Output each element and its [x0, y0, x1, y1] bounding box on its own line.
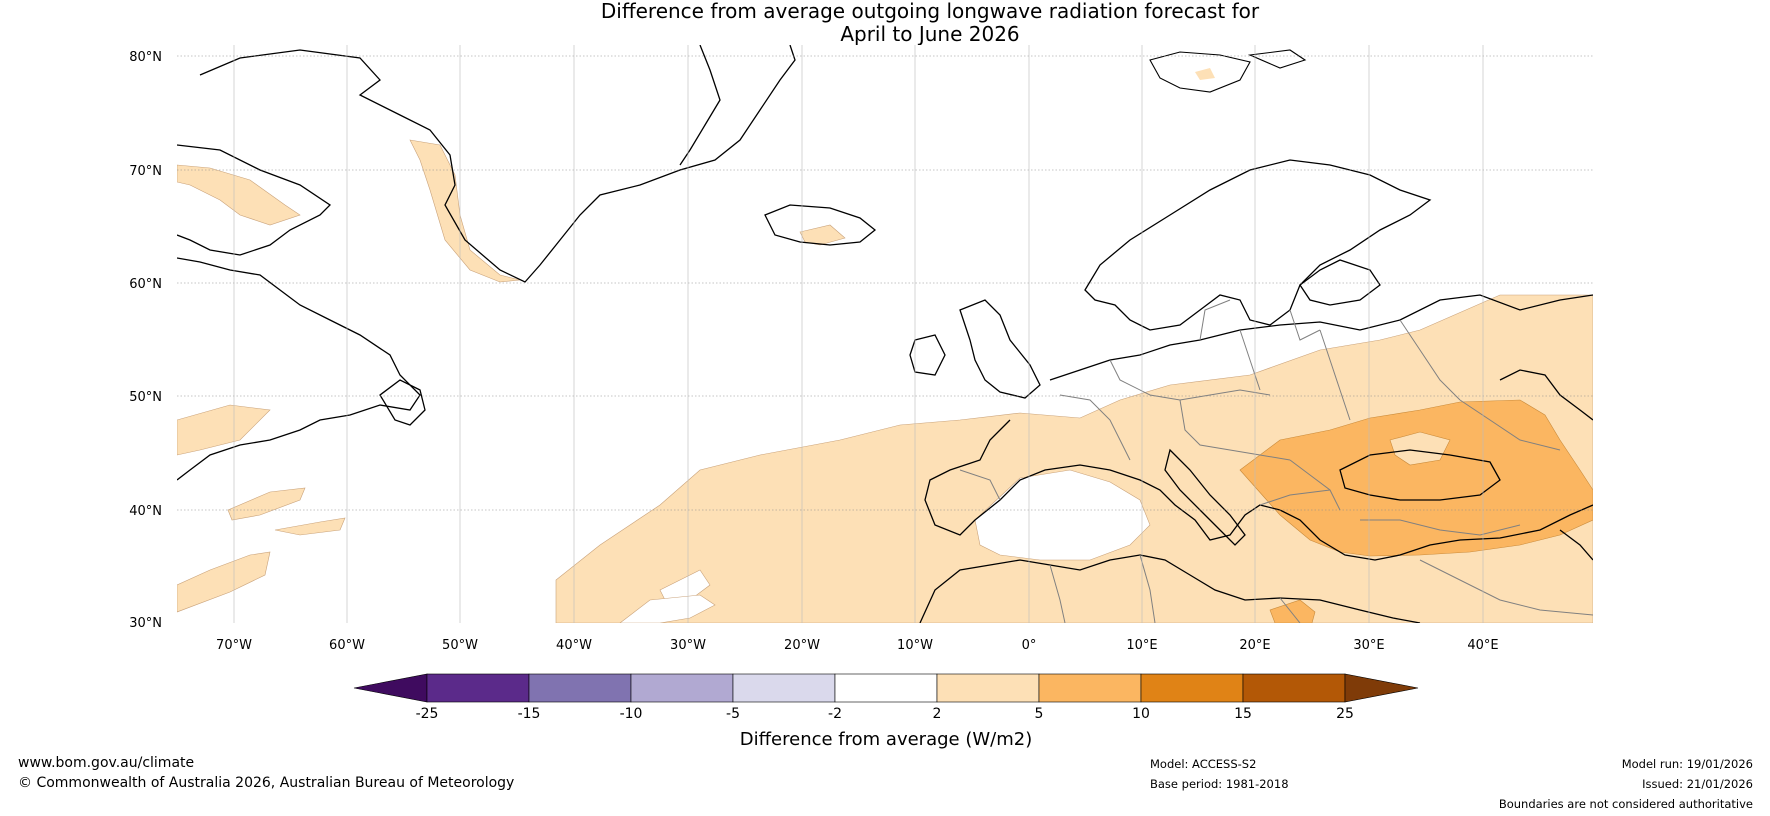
- svalbard-anomaly: [1195, 68, 1215, 80]
- north-africa-coastline: [919, 554, 1421, 623]
- mediterranean-neutral: [974, 469, 1151, 561]
- labrador-coastline: [177, 257, 421, 481]
- colorbar-cell: [1038, 673, 1142, 703]
- chart-title: Difference from average outgoing longwav…: [430, 0, 1430, 46]
- anomaly-region-5-10: [1239, 399, 1593, 557]
- colorbar-tick-10: 10: [1132, 706, 1150, 722]
- title-line-2: April to June 2026: [840, 22, 1020, 46]
- colorbar-tick-25: 25: [1336, 706, 1354, 722]
- lon-label-30w: 30°W: [670, 638, 706, 653]
- iceland-anomaly: [800, 228, 838, 243]
- lon-label-40w: 40°W: [556, 638, 592, 653]
- scandinavia-coastline: [1084, 159, 1432, 331]
- lon-label-20w: 20°W: [784, 638, 820, 653]
- greenland-coastline: [199, 45, 796, 283]
- coastlines: [177, 45, 1593, 623]
- gridlines: [177, 45, 1593, 623]
- lon-label-40e: 40°E: [1467, 638, 1498, 653]
- latitude-labels: 80°N 70°N 60°N 50°N 40°N 30°N: [129, 50, 162, 631]
- black-sea-coastline: [1339, 449, 1501, 501]
- lon-label-50w: 50°W: [442, 638, 478, 653]
- baffin-coastline: [177, 144, 332, 256]
- lat-label-30n: 30°N: [129, 616, 162, 631]
- footer-disclaimer: Boundaries are not considered authoritat…: [1498, 797, 1753, 811]
- colorbar-tick-neg15: -15: [518, 706, 541, 722]
- colorbar-tick-neg10: -10: [620, 706, 643, 722]
- atlantic-neutral-2: [619, 594, 716, 623]
- anomaly-region-5-10-small: [1269, 599, 1316, 623]
- country-borders: [959, 299, 1593, 623]
- lon-label-30e: 30°E: [1353, 638, 1384, 653]
- footer-copyright: © Commonwealth of Australia 2026, Austra…: [18, 775, 515, 791]
- anomaly-region-baffin: [177, 164, 301, 226]
- colorbar-tick-15: 15: [1234, 706, 1252, 722]
- lon-label-70w: 70°W: [216, 638, 252, 653]
- colorbar-extend-low: [353, 673, 428, 703]
- colorbar-label: Difference from average (W/m2): [740, 729, 1032, 750]
- colorbar-tick-2: 2: [933, 706, 942, 722]
- finland-coastline: [1299, 259, 1381, 306]
- svalbard-coastline: [1149, 49, 1307, 93]
- footer-issued: Issued: 21/01/2026: [1642, 777, 1753, 791]
- footer-website[interactable]: www.bom.gov.au/climate: [18, 755, 195, 771]
- title-line-1: Difference from average outgoing longwav…: [600, 0, 1260, 23]
- black-sea-neutral: [1389, 431, 1451, 466]
- anomaly-region-west-atlantic: [177, 551, 271, 613]
- colorbar-cell: [528, 673, 632, 703]
- lat-label-50n: 50°N: [129, 390, 162, 405]
- iceland-coastline: [764, 204, 877, 246]
- lon-label-10e: 10°E: [1126, 638, 1157, 653]
- lat-label-40n: 40°N: [129, 504, 162, 519]
- longitude-labels: 70°W 60°W 50°W 40°W 30°W 20°W 10°W 0° 10…: [216, 638, 1499, 653]
- anomaly-region-nova-scotia: [177, 404, 271, 456]
- lon-label-10w: 10°W: [897, 638, 933, 653]
- colorbar-tick-neg5: -5: [726, 706, 740, 722]
- footer-model-run: Model run: 19/01/2026: [1621, 757, 1753, 771]
- lon-label-0: 0°: [1022, 638, 1037, 653]
- colorbar-cell: [1140, 673, 1244, 703]
- anomaly-region-small-2: [274, 517, 346, 536]
- anomaly-region-small-1: [227, 487, 306, 521]
- lat-label-80n: 80°N: [129, 50, 162, 65]
- lat-label-60n: 60°N: [129, 277, 162, 292]
- colorbar-cell: [1242, 673, 1346, 703]
- colorbar-cell: [426, 673, 530, 703]
- colorbar-tick-5: 5: [1035, 706, 1044, 722]
- lon-label-20e: 20°E: [1239, 638, 1270, 653]
- colorbar-extend-high: [1344, 673, 1419, 703]
- colorbar-cell: [834, 673, 938, 703]
- footer-base-period: Base period: 1981-2018: [1150, 777, 1289, 791]
- italy-coastline: [1164, 448, 1246, 546]
- lon-label-60w: 60°W: [329, 638, 365, 653]
- footer-model: Model: ACCESS-S2: [1150, 757, 1257, 771]
- newfoundland-coastline: [379, 379, 426, 426]
- colorbar-cell: [630, 673, 734, 703]
- colorbar-cell: [936, 673, 1040, 703]
- lat-label-70n: 70°N: [129, 164, 162, 179]
- colorbar-cell: [732, 673, 836, 703]
- british-isles-coastline: [909, 299, 1041, 399]
- colorbar-tick-neg25: -25: [416, 706, 439, 722]
- east-coastline: [1499, 369, 1593, 561]
- europe-mainland-coastline: [924, 294, 1593, 561]
- colorbar: -25 -15 -10 -5 -2 2 5 10 15 25 Differenc…: [353, 673, 1419, 750]
- colorbar-tick-neg2: -2: [828, 706, 842, 722]
